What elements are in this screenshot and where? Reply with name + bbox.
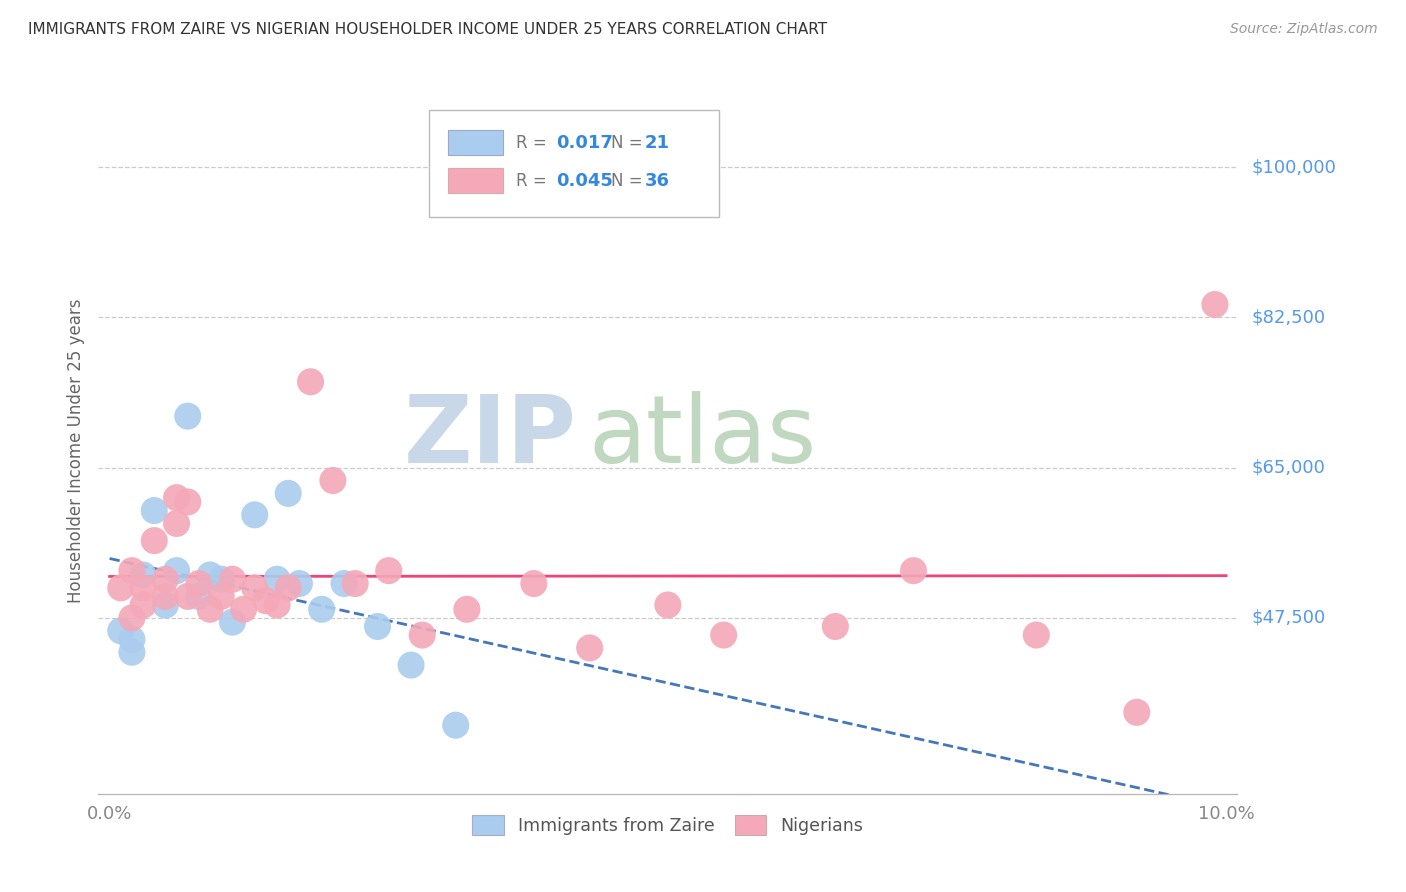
Point	[187, 590, 209, 604]
Point	[155, 590, 177, 604]
Point	[110, 624, 132, 638]
Point	[277, 581, 299, 595]
Text: N =: N =	[610, 171, 648, 189]
Text: Source: ZipAtlas.com: Source: ZipAtlas.com	[1230, 22, 1378, 37]
Point	[143, 533, 166, 548]
Point	[177, 495, 200, 509]
Text: ZIP: ZIP	[404, 391, 576, 483]
Point	[232, 602, 254, 616]
Point	[411, 628, 433, 642]
Text: IMMIGRANTS FROM ZAIRE VS NIGERIAN HOUSEHOLDER INCOME UNDER 25 YEARS CORRELATION : IMMIGRANTS FROM ZAIRE VS NIGERIAN HOUSEH…	[28, 22, 827, 37]
Point	[1025, 628, 1047, 642]
Point	[903, 564, 925, 578]
Text: $65,000: $65,000	[1251, 458, 1324, 476]
Point	[198, 568, 221, 582]
Point	[121, 611, 143, 625]
Text: $47,500: $47,500	[1251, 609, 1326, 627]
Point	[132, 568, 155, 582]
Point	[367, 619, 389, 633]
Point	[288, 576, 311, 591]
Point	[713, 628, 735, 642]
Point	[132, 598, 155, 612]
Text: N =: N =	[610, 134, 648, 152]
Point	[523, 576, 546, 591]
Legend: Immigrants from Zaire, Nigerians: Immigrants from Zaire, Nigerians	[464, 806, 872, 844]
Text: 0.045: 0.045	[557, 171, 613, 189]
FancyBboxPatch shape	[429, 111, 718, 217]
Point	[209, 572, 232, 586]
Point	[299, 375, 322, 389]
Point	[221, 572, 243, 586]
Point	[266, 598, 288, 612]
FancyBboxPatch shape	[449, 169, 503, 193]
Point	[243, 581, 266, 595]
Point	[456, 602, 478, 616]
Point	[198, 602, 221, 616]
Point	[1204, 297, 1226, 311]
Point	[121, 632, 143, 647]
FancyBboxPatch shape	[449, 130, 503, 155]
Point	[187, 576, 209, 591]
Point	[221, 615, 243, 630]
Point	[177, 409, 200, 424]
Point	[322, 474, 344, 488]
Point	[1126, 706, 1149, 720]
Point	[143, 503, 166, 517]
Y-axis label: Householder Income Under 25 years: Householder Income Under 25 years	[66, 298, 84, 603]
Point	[166, 564, 188, 578]
Point	[344, 576, 367, 591]
Text: 0.017: 0.017	[557, 134, 613, 152]
Text: 21: 21	[645, 134, 671, 152]
Point	[377, 564, 399, 578]
Point	[311, 602, 333, 616]
Point	[444, 718, 467, 732]
Point	[121, 645, 143, 659]
Text: 36: 36	[645, 171, 671, 189]
Point	[333, 576, 356, 591]
Point	[132, 581, 155, 595]
Point	[121, 564, 143, 578]
Point	[166, 516, 188, 531]
Point	[155, 572, 177, 586]
Point	[254, 593, 277, 607]
Point	[277, 486, 299, 500]
Text: $82,500: $82,500	[1251, 309, 1326, 326]
Text: R =: R =	[516, 134, 553, 152]
Point	[110, 581, 132, 595]
Point	[578, 640, 600, 655]
Point	[243, 508, 266, 522]
Point	[399, 658, 422, 673]
Text: atlas: atlas	[588, 391, 817, 483]
Point	[166, 491, 188, 505]
Point	[155, 598, 177, 612]
Point	[266, 572, 288, 586]
Point	[209, 590, 232, 604]
Point	[177, 590, 200, 604]
Text: $100,000: $100,000	[1251, 158, 1336, 176]
Point	[657, 598, 679, 612]
Text: R =: R =	[516, 171, 553, 189]
Point	[824, 619, 846, 633]
